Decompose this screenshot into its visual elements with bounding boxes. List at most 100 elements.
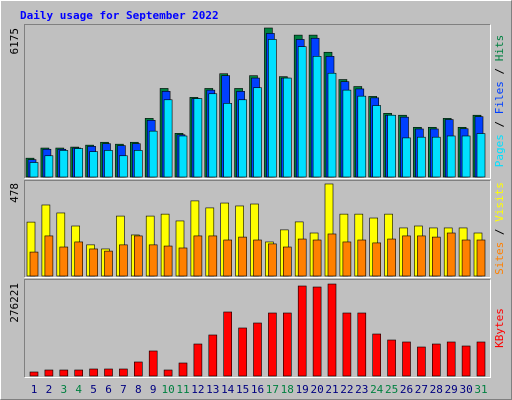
bar — [327, 283, 337, 377]
bar — [357, 312, 367, 377]
x-tick-label: 3 — [60, 383, 67, 396]
x-tick-label: 27 — [415, 383, 428, 396]
bar — [134, 150, 143, 178]
bar — [59, 369, 69, 377]
bar — [476, 341, 486, 377]
bar — [402, 137, 411, 178]
bar — [119, 155, 128, 178]
bar — [461, 135, 471, 178]
bar — [357, 239, 367, 277]
bar — [223, 239, 232, 277]
bar — [417, 235, 426, 277]
legend-separator: / — [493, 114, 506, 134]
bar — [372, 333, 382, 377]
bar — [29, 371, 39, 377]
legend-separator: / — [493, 222, 506, 242]
bar — [44, 369, 54, 377]
bar — [327, 233, 337, 277]
y-tick-label: 6175 — [8, 28, 21, 55]
bar — [342, 89, 352, 178]
bar — [104, 368, 113, 377]
bar — [402, 341, 411, 377]
bar — [476, 133, 486, 178]
bar — [461, 239, 471, 277]
bar — [327, 72, 337, 178]
bar — [44, 235, 54, 277]
bar — [387, 114, 396, 178]
bar — [104, 150, 113, 178]
x-tick-label: 7 — [120, 383, 127, 396]
legend-entry: Files — [493, 81, 506, 114]
legend-entry: Hits — [493, 35, 506, 62]
x-tick-label: 15 — [236, 383, 249, 396]
bar — [268, 243, 277, 277]
legend: Pages / Files / Hits — [493, 35, 506, 168]
x-tick-label: 25 — [385, 383, 398, 396]
panel-frame — [24, 279, 491, 378]
bar — [134, 361, 143, 377]
x-tick-label: 6 — [105, 383, 112, 396]
bar — [163, 245, 173, 277]
bar — [89, 248, 98, 277]
bar — [44, 155, 54, 178]
bar — [268, 39, 277, 178]
x-tick-label: 19 — [296, 383, 309, 396]
panel-frame — [24, 24, 491, 179]
bar — [178, 362, 188, 377]
x-tick-label: 22 — [340, 383, 353, 396]
x-tick-label: 26 — [400, 383, 413, 396]
bar — [446, 135, 456, 178]
bar — [238, 99, 247, 178]
bar — [431, 236, 441, 277]
bar — [417, 346, 426, 377]
bar — [387, 339, 396, 377]
x-tick-label: 5 — [90, 383, 97, 396]
bar — [357, 95, 367, 178]
bar — [89, 368, 98, 377]
bar — [417, 136, 426, 178]
bar — [268, 312, 277, 377]
x-tick-label: 16 — [251, 383, 264, 396]
bar — [148, 244, 158, 277]
bar — [446, 341, 456, 377]
bar — [74, 148, 83, 178]
x-tick-label: 24 — [370, 383, 384, 396]
bar — [119, 368, 128, 377]
x-tick-label: 20 — [310, 383, 323, 396]
bar — [208, 334, 218, 377]
bar — [461, 345, 471, 377]
x-tick-label: 23 — [355, 383, 368, 396]
bar — [59, 150, 69, 178]
bar — [282, 312, 292, 377]
bar — [238, 236, 247, 277]
bar — [387, 238, 396, 277]
bar — [29, 251, 39, 277]
x-tick-label: 4 — [75, 383, 82, 396]
bar — [253, 239, 262, 277]
x-tick-label: 10 — [161, 383, 174, 396]
bar — [402, 235, 411, 277]
panel-frame — [24, 180, 491, 278]
bar — [282, 246, 292, 277]
bar — [134, 235, 143, 277]
x-tick-label: 9 — [150, 383, 157, 396]
bar — [372, 105, 382, 178]
bar — [208, 93, 218, 178]
bar — [312, 239, 322, 277]
x-tick-label: 12 — [191, 383, 204, 396]
bar — [312, 56, 322, 178]
legend-entry: Sites — [493, 242, 506, 275]
bar — [208, 235, 218, 277]
chart-title: Daily usage for September 2022 — [20, 9, 219, 22]
x-tick-label: 31 — [474, 383, 487, 396]
bar — [223, 311, 232, 377]
x-tick-label: 11 — [176, 383, 189, 396]
bar — [372, 242, 382, 277]
bar — [193, 235, 203, 277]
legend: KBytes — [493, 308, 506, 348]
legend-entry: KBytes — [493, 308, 506, 348]
bar — [104, 250, 113, 277]
bar — [342, 241, 352, 277]
